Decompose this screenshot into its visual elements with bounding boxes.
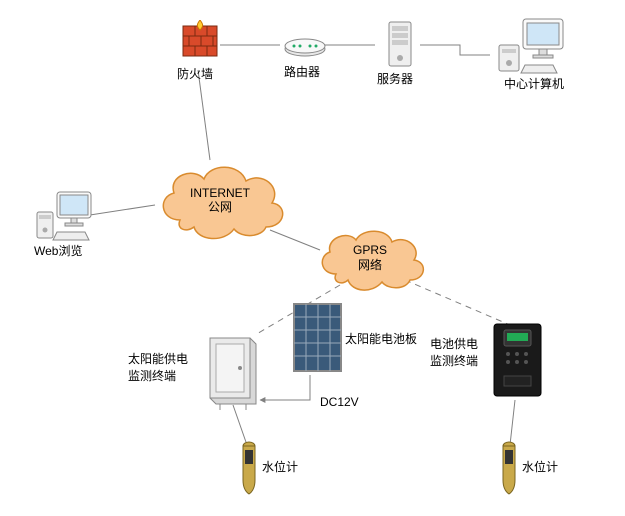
cabinet-icon	[200, 330, 260, 410]
node-server: 服务器	[375, 20, 425, 73]
sensor-icon	[240, 440, 258, 495]
node-solar-box	[200, 330, 260, 413]
firewall-icon	[179, 20, 221, 62]
pc-icon	[35, 190, 95, 242]
node-battery-box	[490, 320, 545, 403]
node-firewall: 防火墙	[175, 20, 225, 65]
pc-icon	[495, 15, 575, 75]
cloud-internet: INTERNET 公网	[150, 155, 290, 245]
node-center-pc: 中心计算机	[490, 15, 580, 78]
dc12v-label: DC12V	[320, 395, 359, 409]
solar-box-label: 太阳能供电 监测终端	[128, 350, 188, 384]
sensor-right-label: 水位计	[522, 458, 558, 475]
node-router: 路由器	[280, 35, 330, 62]
node-sensor-left	[240, 440, 258, 498]
sensor-icon	[500, 440, 518, 495]
router-label: 路由器	[284, 63, 320, 80]
sensor-left-label: 水位计	[262, 458, 298, 475]
cloud-gprs-l2: 网络	[358, 258, 382, 272]
cloud-internet-l1: INTERNET	[190, 186, 250, 200]
cloud-gprs: GPRS 网络	[310, 220, 430, 295]
black-box-icon	[490, 320, 545, 400]
router-icon	[282, 35, 328, 59]
firewall-label: 防火墙	[177, 65, 213, 82]
server-icon	[379, 20, 421, 70]
solar-panel-icon	[290, 300, 345, 375]
cloud-gprs-l1: GPRS	[353, 243, 387, 257]
node-sensor-right	[500, 440, 518, 498]
node-web-pc: Web浏览	[30, 190, 100, 245]
center-pc-label: 中心计算机	[504, 75, 564, 92]
web-pc-label: Web浏览	[34, 242, 82, 259]
battery-box-label: 电池供电 监测终端	[430, 335, 478, 369]
server-label: 服务器	[377, 70, 413, 87]
solar-panel-label: 太阳能电池板	[345, 330, 417, 347]
cloud-internet-l2: 公网	[208, 200, 232, 214]
node-solar-panel	[290, 300, 345, 378]
